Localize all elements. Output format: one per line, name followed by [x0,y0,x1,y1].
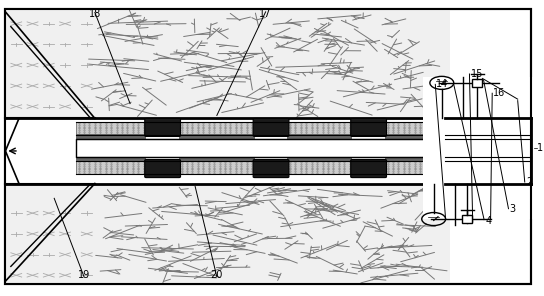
Text: 1: 1 [537,143,543,153]
Bar [385,134,444,162]
Text: 15: 15 [471,69,483,79]
FancyBboxPatch shape [145,160,181,178]
Bar [5,184,450,284]
Bar [5,9,450,118]
Bar [179,134,255,162]
Text: 18: 18 [89,9,101,20]
Bar [287,134,353,162]
Text: 2: 2 [526,177,532,187]
Bar [423,77,542,219]
Bar [462,215,472,223]
Text: 16: 16 [493,88,505,98]
Text: 3: 3 [510,204,516,214]
FancyBboxPatch shape [351,160,386,178]
Text: 4: 4 [485,215,491,226]
Text: 19: 19 [78,270,90,280]
Bar [472,79,482,87]
Bar [76,122,444,135]
Text: 14: 14 [436,79,449,89]
FancyBboxPatch shape [253,118,289,136]
Bar [76,139,444,157]
Bar [76,161,444,174]
Text: 17: 17 [259,9,272,20]
Polygon shape [5,118,95,184]
Text: 20: 20 [211,270,223,280]
FancyBboxPatch shape [145,118,181,136]
FancyBboxPatch shape [253,160,289,178]
FancyBboxPatch shape [351,118,386,136]
Bar [76,134,146,162]
